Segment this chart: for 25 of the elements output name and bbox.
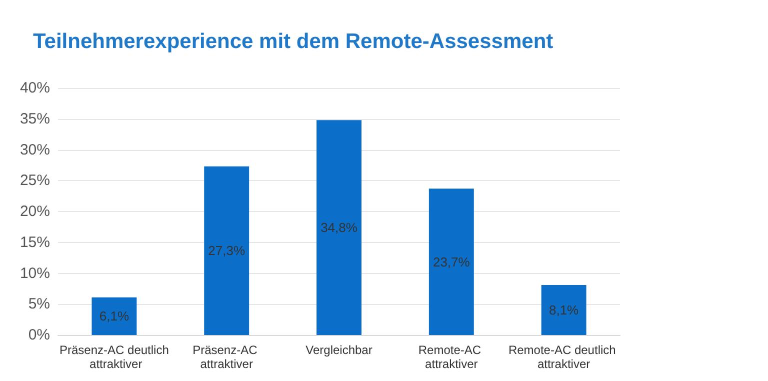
data-label: 27,3% (208, 243, 246, 258)
x-tick-label: Präsenz-AC deutlich attraktiver (60, 343, 169, 371)
data-label: 8,1% (548, 302, 580, 318)
y-tick-label: 25% (20, 172, 50, 190)
bar (204, 166, 250, 335)
bar (92, 297, 137, 335)
x-tick-label: Remote-AC deutlich attraktiver (508, 343, 620, 371)
bar (316, 120, 362, 335)
y-tick-label: 30% (20, 141, 50, 158)
data-label: 23,7% (432, 254, 470, 270)
bar (541, 284, 586, 335)
x-tick-label: Remote-AC attraktiver (418, 343, 484, 371)
y-tick-label: 0% (28, 326, 50, 344)
y-tick-label: 10% (20, 264, 50, 282)
y-tick-label: 5% (28, 296, 50, 313)
data-label: 34,8% (320, 220, 358, 236)
chart-title: Teilnehmerexperience mit dem Remote-Assessment (33, 30, 554, 53)
y-tick-label: 40% (20, 80, 50, 96)
y-tick-label: 15% (20, 234, 50, 251)
data-label: 6,1% (99, 308, 130, 324)
x-tick-label: Vergleichbar (306, 343, 372, 357)
bar (428, 188, 474, 335)
y-tick-label: 20% (20, 203, 50, 220)
x-tick-label: Präsenz-AC attraktiver (192, 343, 261, 371)
y-tick-label: 35% (20, 110, 50, 128)
